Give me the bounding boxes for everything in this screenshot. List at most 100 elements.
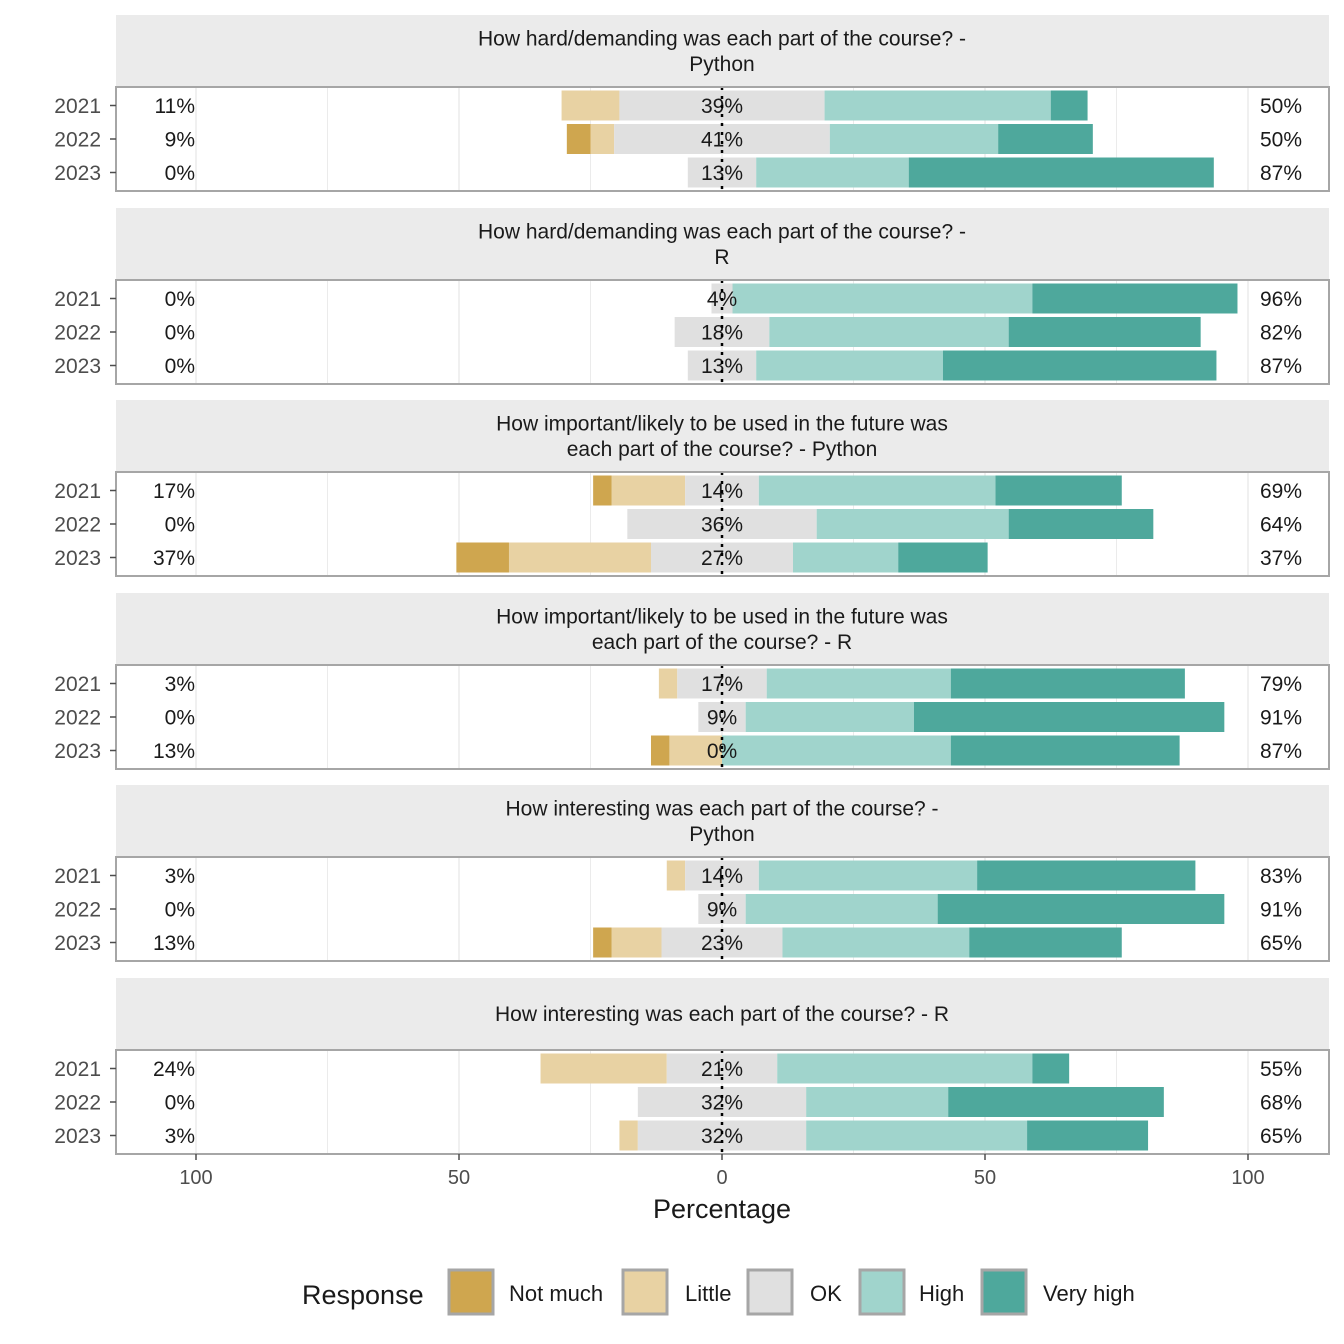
right-percent-label: 50% bbox=[1260, 95, 1302, 118]
panel-strip bbox=[116, 593, 1329, 665]
year-label: 2023 bbox=[54, 932, 101, 955]
panel-2: How hard/demanding was each part of the … bbox=[54, 208, 1330, 385]
legend-key-high bbox=[858, 1268, 906, 1316]
bar-segment-very-high bbox=[995, 475, 1122, 506]
bar-segment-high bbox=[829, 124, 999, 154]
bar-segment-high bbox=[793, 542, 899, 573]
legend-label-not-much: Not much bbox=[509, 1281, 603, 1306]
left-percent-label: 0% bbox=[165, 514, 195, 537]
panel-strip bbox=[116, 978, 1329, 1050]
year-label: 2022 bbox=[54, 129, 101, 152]
left-percent-label: 13% bbox=[153, 740, 195, 763]
panel-strip bbox=[116, 15, 1329, 87]
bar-segment-very-high bbox=[950, 668, 1185, 699]
right-percent-label: 82% bbox=[1260, 322, 1302, 345]
middle-percent-label: 23% bbox=[701, 932, 743, 955]
x-tick-label: 100 bbox=[1231, 1167, 1264, 1189]
left-percent-label: 24% bbox=[153, 1058, 195, 1081]
panel-title-line: How interesting was each part of the cou… bbox=[505, 797, 938, 820]
left-percent-label: 0% bbox=[165, 707, 195, 730]
right-percent-label: 79% bbox=[1260, 673, 1302, 696]
legend: Response Not much Little OK High Very high bbox=[302, 1268, 1135, 1316]
bar-segment-ok bbox=[698, 702, 746, 732]
bar-segment-little bbox=[590, 124, 615, 154]
bar-segment-little bbox=[666, 860, 686, 891]
right-percent-label: 91% bbox=[1260, 707, 1302, 730]
panel-5: How interesting was each part of the cou… bbox=[54, 785, 1330, 962]
bar-segment-very-high bbox=[1027, 1120, 1149, 1151]
bar-segment-very-high bbox=[1032, 283, 1238, 314]
bar-segment-high bbox=[722, 735, 951, 766]
left-percent-label: 0% bbox=[165, 162, 195, 185]
left-percent-label: 3% bbox=[165, 673, 195, 696]
year-label: 2021 bbox=[54, 480, 101, 503]
bar-segment-high bbox=[756, 157, 909, 188]
left-percent-label: 11% bbox=[155, 95, 195, 118]
bar-segment-ok bbox=[627, 509, 817, 539]
bar-segment-high bbox=[806, 1087, 949, 1117]
panel-strip bbox=[116, 400, 1329, 472]
legend-key-ok bbox=[746, 1268, 794, 1316]
year-label: 2021 bbox=[54, 1058, 101, 1081]
bar-segment-ok bbox=[674, 317, 770, 347]
bar-segment-very-high bbox=[1050, 90, 1088, 121]
bar-segment-very-high bbox=[950, 735, 1180, 766]
legend-label-ok: OK bbox=[810, 1281, 842, 1306]
right-percent-label: 55% bbox=[1260, 1058, 1302, 1081]
bar-segment-little bbox=[611, 475, 686, 506]
legend-key-very-high bbox=[980, 1268, 1028, 1316]
year-label: 2021 bbox=[54, 865, 101, 888]
legend-label-high: High bbox=[919, 1281, 964, 1306]
left-percent-label: 9% bbox=[165, 129, 195, 152]
x-tick-label: 0 bbox=[716, 1167, 727, 1189]
panel-title-line: R bbox=[714, 246, 729, 269]
panel-title-line: How important/likely to be used in the f… bbox=[496, 605, 948, 628]
x-tick-label: 50 bbox=[974, 1167, 996, 1189]
x-tick-label: 100 bbox=[179, 1167, 212, 1189]
panel-title-line: Python bbox=[689, 53, 754, 76]
bar-segment-ok bbox=[637, 1087, 807, 1117]
bar-segment-very-high bbox=[1032, 1053, 1070, 1084]
bar-segment-high bbox=[816, 509, 1009, 539]
bar-segment-high bbox=[758, 860, 978, 891]
right-percent-label: 69% bbox=[1260, 480, 1302, 503]
left-percent-label: 0% bbox=[165, 288, 195, 311]
legend-key-not-much bbox=[447, 1268, 495, 1316]
bar-segment-little bbox=[508, 542, 651, 573]
panel-strip bbox=[116, 785, 1329, 857]
middle-percent-label: 13% bbox=[701, 162, 743, 185]
year-label: 2022 bbox=[54, 1092, 101, 1115]
year-label: 2021 bbox=[54, 95, 101, 118]
middle-percent-label: 9% bbox=[707, 899, 737, 922]
bar-segment-little bbox=[611, 927, 662, 958]
middle-percent-label: 32% bbox=[701, 1092, 743, 1115]
bar-segment-ok bbox=[687, 350, 757, 381]
year-label: 2022 bbox=[54, 899, 101, 922]
bar-segment-very-high bbox=[977, 860, 1196, 891]
bar-segment-very-high bbox=[1008, 509, 1154, 539]
right-percent-label: 65% bbox=[1260, 1125, 1302, 1148]
left-percent-label: 0% bbox=[165, 322, 195, 345]
panel-title-line: How interesting was each part of the cou… bbox=[495, 1003, 949, 1026]
x-axis-title: Percentage bbox=[653, 1194, 791, 1224]
right-percent-label: 96% bbox=[1260, 288, 1302, 311]
year-label: 2023 bbox=[54, 162, 101, 185]
left-percent-label: 17% bbox=[153, 480, 195, 503]
bar-segment-ok bbox=[650, 542, 794, 573]
panel-4: How important/likely to be used in the f… bbox=[54, 593, 1330, 770]
right-percent-label: 87% bbox=[1260, 355, 1302, 378]
bar-segment-high bbox=[745, 702, 914, 732]
bar-segment-little bbox=[658, 668, 678, 699]
right-percent-label: 65% bbox=[1260, 932, 1302, 955]
bar-segment-high bbox=[782, 927, 970, 958]
panel-title-line: each part of the course? - Python bbox=[567, 438, 878, 461]
bar-segment-high bbox=[732, 283, 1033, 314]
legend-label-little: Little bbox=[685, 1281, 731, 1306]
bar-segment-high bbox=[756, 350, 943, 381]
right-percent-label: 87% bbox=[1260, 740, 1302, 763]
panel-title-line: How important/likely to be used in the f… bbox=[496, 412, 948, 435]
bar-segment-ok bbox=[698, 894, 746, 924]
right-percent-label: 64% bbox=[1260, 514, 1302, 537]
year-label: 2023 bbox=[54, 1125, 101, 1148]
x-axis: Percentage 100 50 0 50 100 bbox=[179, 1154, 1265, 1224]
